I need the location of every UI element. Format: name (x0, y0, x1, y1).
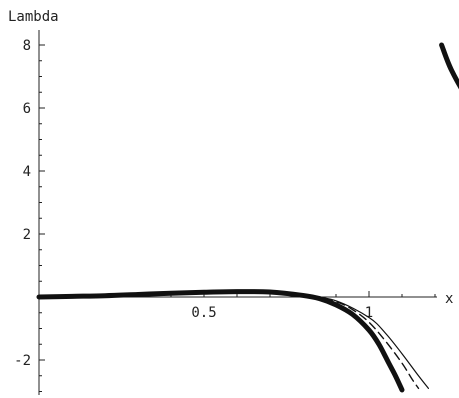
series-thick-segment-1 (36, 289, 405, 393)
y-tick-label: -2 (14, 353, 31, 369)
y-tick-label: 6 (23, 101, 31, 117)
x-axis-title: x (445, 291, 453, 307)
y-tick-label: 4 (23, 164, 31, 180)
y-axis-title: Lambda (8, 9, 59, 25)
y-tick-label: 8 (23, 38, 31, 54)
series-layer (36, 42, 459, 393)
y-tick-label: 2 (23, 227, 31, 243)
series-thick-segment-2 (439, 42, 459, 90)
series-dashed-segment-1 (38, 291, 420, 390)
series-thin-segment-1 (38, 291, 429, 389)
x-tick-label: 1 (365, 305, 373, 321)
x-tick-label: 0.5 (191, 305, 216, 321)
